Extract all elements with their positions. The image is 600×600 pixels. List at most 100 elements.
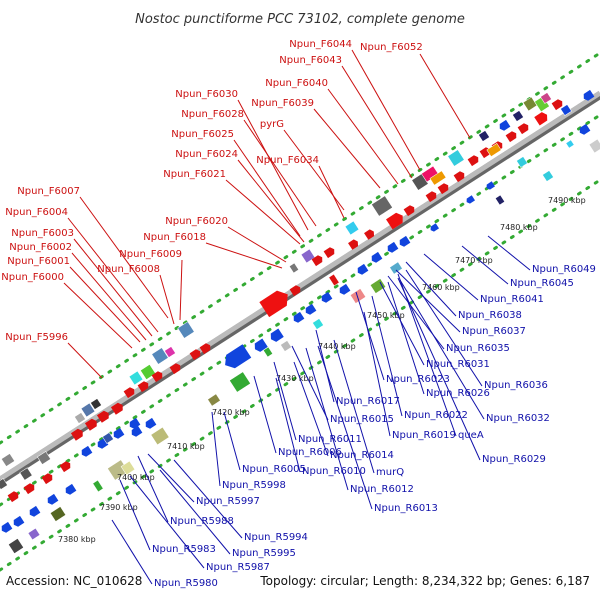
gene-feature (123, 387, 135, 399)
upper-gene-label[interactable]: Npun_F6007 (17, 186, 80, 197)
lower-gene-label-leader-line (355, 291, 385, 381)
gene-feature (494, 194, 506, 206)
lower-gene-label[interactable]: Npun_R5994 (244, 532, 308, 543)
gene-feature (254, 338, 268, 352)
gene-feature (293, 311, 305, 323)
upper-gene-label[interactable]: Npun_F6004 (5, 207, 68, 218)
lower-gene-label[interactable]: queA (458, 430, 484, 441)
lower-gene-label[interactable]: Npun_R6036 (484, 380, 548, 391)
upper-gene-label[interactable]: Npun_F6025 (171, 129, 234, 140)
lower-gene-label-leader-line (305, 347, 349, 491)
lower-gene-label[interactable]: Npun_R6014 (330, 450, 394, 461)
lower-gene-label[interactable]: Npun_R6015 (330, 414, 394, 425)
gene-feature (169, 363, 181, 375)
gene-feature (551, 99, 563, 111)
gene-feature (199, 343, 211, 355)
lower-gene-label[interactable]: Npun_R6045 (510, 278, 574, 289)
gene-feature (37, 451, 51, 465)
gene-feature (583, 89, 595, 101)
upper-gene-label[interactable]: Npun_F6030 (175, 89, 238, 100)
lower-gene-label[interactable]: Npun_R6026 (426, 388, 490, 399)
gene-feature (259, 290, 288, 318)
gene-feature (425, 191, 437, 203)
gene-feature (270, 328, 284, 342)
gene-feature (13, 515, 25, 527)
gene-feature (588, 138, 600, 154)
upper-gene-label[interactable]: Npun_F6052 (360, 42, 423, 53)
lower-gene-label[interactable]: Npun_R5987 (206, 562, 270, 573)
gene-feature (505, 131, 517, 143)
upper-gene-label-leader-line (313, 108, 381, 189)
lower-gene-label[interactable]: Npun_R6032 (486, 413, 550, 424)
gene-feature (560, 104, 572, 116)
lower-gene-label[interactable]: Npun_R6031 (426, 359, 490, 370)
lower-gene-label[interactable]: Npun_R6035 (446, 343, 510, 354)
lower-gene-label[interactable]: Npun_R5998 (222, 480, 286, 491)
upper-gene-label[interactable]: Npun_F6028 (181, 109, 244, 120)
lower-gene-label-leader-line (173, 459, 243, 539)
upper-gene-label-leader-line (351, 49, 421, 171)
gene-feature (579, 123, 591, 135)
lower-gene-label[interactable]: Npun_R5983 (152, 544, 216, 555)
upper-gene-label[interactable]: pyrG (260, 119, 284, 130)
lower-gene-label[interactable]: Npun_R6029 (482, 454, 546, 465)
gene-feature (81, 445, 93, 457)
lower-gene-label[interactable]: Npun_R6017 (336, 396, 400, 407)
upper-gene-label[interactable]: Npun_F6039 (251, 98, 314, 109)
lower-gene-label[interactable]: Npun_R6041 (480, 294, 544, 305)
lower-gene-label[interactable]: Npun_R6013 (374, 503, 438, 514)
gene-feature (386, 212, 403, 230)
upper-gene-label[interactable]: Npun_F6021 (163, 169, 226, 180)
lower-gene-label[interactable]: Npun_R6038 (458, 310, 522, 321)
gene-feature (80, 402, 96, 418)
lower-gene-label[interactable]: Npun_R6006 (278, 447, 342, 458)
upper-gene-label[interactable]: Npun_F6034 (256, 155, 319, 166)
lower-gene-label[interactable]: Npun_R6012 (350, 484, 414, 495)
gene-feature (323, 247, 335, 259)
lower-gene-label[interactable]: Npun_R6037 (462, 326, 526, 337)
upper-gene-label[interactable]: Npun_F6024 (175, 149, 238, 160)
gene-feature (140, 364, 156, 380)
gene-feature (512, 110, 524, 122)
axis-tick-label: 7490 kbp (548, 196, 586, 205)
lower-gene-label[interactable]: Npun_R5988 (170, 516, 234, 527)
lower-gene-label[interactable]: Npun_R6005 (242, 464, 306, 475)
lower-gene-label[interactable]: murQ (376, 467, 404, 478)
upper-gene-label-leader-line (159, 274, 175, 325)
lower-gene-label-leader-line (397, 277, 481, 461)
upper-gene-label[interactable]: Npun_F6009 (119, 249, 182, 260)
lower-gene-label-leader-line (291, 345, 329, 421)
gene-feature (23, 483, 35, 495)
upper-gene-label[interactable]: Npun_F6018 (143, 232, 206, 243)
upper-gene-label[interactable]: Npun_F5996 (5, 332, 68, 343)
upper-gene-label-leader-line (73, 238, 153, 337)
upper-gene-label[interactable]: Npun_F6044 (289, 39, 352, 50)
gene-feature (349, 288, 367, 304)
upper-gene-label-leader-line (237, 159, 305, 243)
lower-gene-label-leader-line (147, 453, 195, 503)
upper-gene-label[interactable]: Npun_F6008 (97, 264, 160, 275)
lower-gene-label[interactable]: Npun_R5995 (232, 548, 296, 559)
upper-gene-label[interactable]: Npun_F6020 (165, 216, 228, 227)
axis-ticks: 7380 kbp 7390 kbp 7400 kbp 7410 kbp 7420 kbp… (58, 196, 586, 544)
lower-gene-label[interactable]: Npun_R5997 (196, 496, 260, 507)
lower-gene-label[interactable]: Npun_R6011 (298, 434, 362, 445)
upper-gene-label[interactable]: Npun_F6003 (11, 228, 74, 239)
lower-gene-label-leader-line (399, 279, 485, 420)
lower-gene-label-leader-line (397, 273, 457, 437)
upper-gene-label-leader-line (318, 165, 345, 219)
track-boundary-lower-2 (0, 178, 600, 572)
lower-gene-label[interactable]: Npun_R6019 (392, 430, 456, 441)
upper-gene-label[interactable]: Npun_F6043 (279, 55, 342, 66)
lower-gene-label[interactable]: Npun_R6023 (386, 374, 450, 385)
lower-gene-label[interactable]: Npun_R5980 (154, 578, 218, 589)
upper-gene-label[interactable]: Npun_F6001 (7, 256, 70, 267)
upper-gene-label-leader-line (233, 139, 301, 237)
upper-gene-label[interactable]: Npun_F6040 (265, 78, 328, 89)
lower-gene-label[interactable]: Npun_R6022 (404, 410, 468, 421)
upper-gene-label[interactable]: Npun_F6002 (9, 242, 72, 253)
lower-gene-label[interactable]: Npun_R6010 (302, 466, 366, 477)
gene-feature (516, 156, 528, 168)
lower-gene-label[interactable]: Npun_R6049 (532, 264, 596, 275)
upper-gene-label[interactable]: Npun_F6000 (1, 272, 64, 283)
